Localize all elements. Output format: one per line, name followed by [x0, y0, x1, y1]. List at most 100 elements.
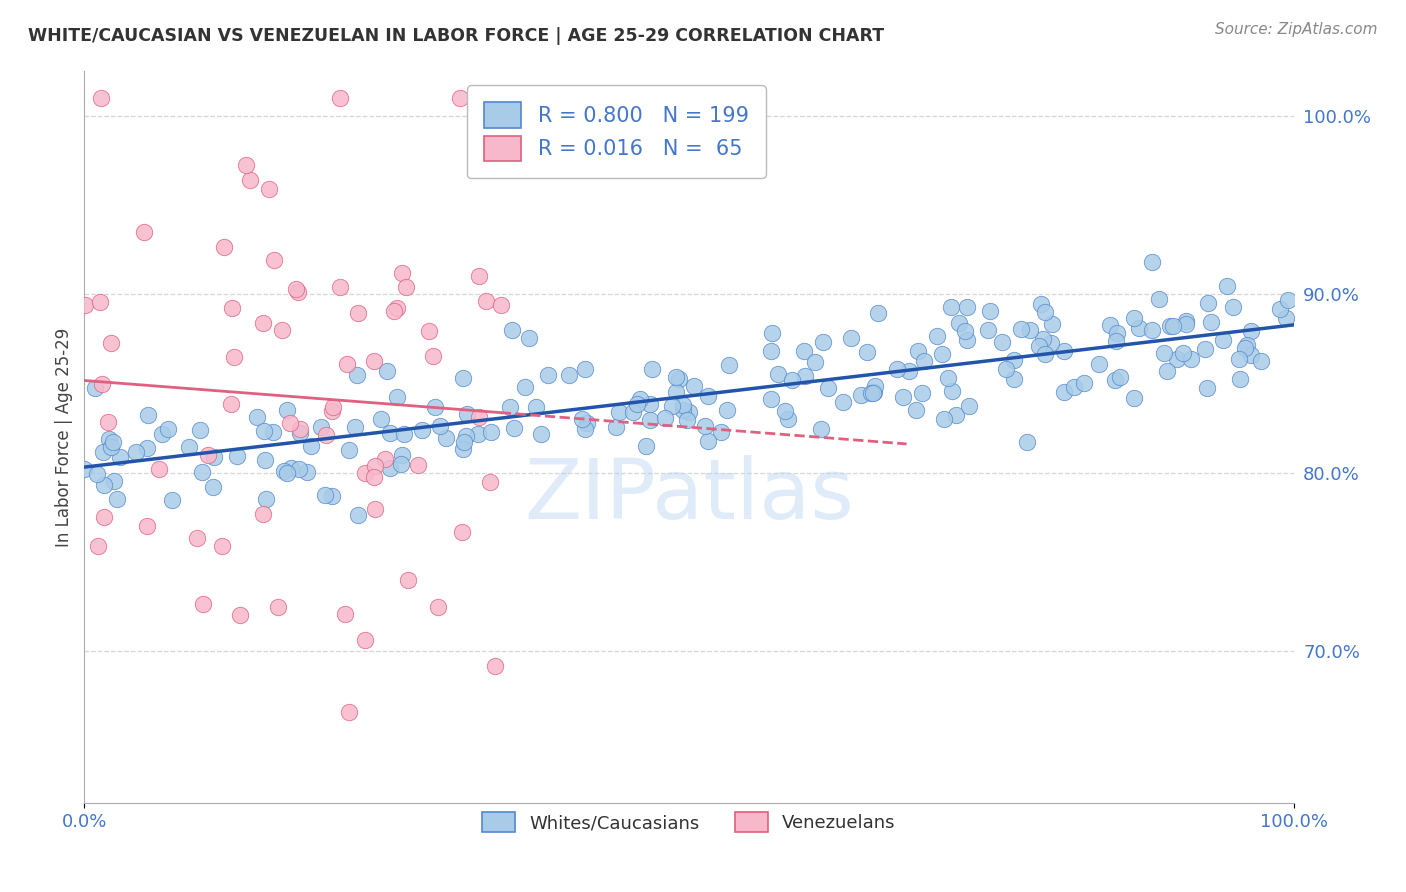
Point	[287, 285, 309, 299]
Point	[1159, 318, 1181, 333]
Point	[780, 373, 803, 387]
Point	[295, 465, 318, 479]
Point	[524, 400, 547, 414]
Point	[1033, 347, 1056, 361]
Point	[276, 466, 298, 480]
Point	[1122, 311, 1144, 326]
Point	[661, 399, 683, 413]
Point	[453, 435, 475, 450]
Point	[607, 405, 630, 419]
Point	[100, 440, 122, 454]
Point	[697, 434, 720, 449]
Point	[1033, 305, 1056, 319]
Point	[574, 361, 596, 376]
Point	[270, 323, 292, 337]
Point	[1015, 434, 1038, 449]
Point	[385, 390, 408, 404]
Point	[191, 465, 214, 479]
Point	[948, 316, 970, 330]
Point	[693, 418, 716, 433]
Point	[1107, 326, 1129, 340]
Point	[636, 439, 658, 453]
Point	[221, 397, 243, 411]
Point	[1104, 373, 1126, 387]
Point	[957, 399, 980, 413]
Point	[343, 419, 366, 434]
Point	[254, 453, 277, 467]
Point	[392, 427, 415, 442]
Point	[235, 158, 257, 172]
Point	[1197, 295, 1219, 310]
Point	[314, 488, 336, 502]
Point	[484, 658, 506, 673]
Point	[1099, 318, 1122, 333]
Point	[89, 295, 111, 310]
Point	[276, 403, 298, 417]
Point	[936, 371, 959, 385]
Point	[202, 480, 225, 494]
Point	[513, 380, 536, 394]
Point	[710, 425, 733, 439]
Point	[467, 426, 489, 441]
Point	[214, 240, 236, 254]
Point	[449, 91, 471, 105]
Point	[759, 392, 782, 407]
Point	[347, 306, 370, 320]
Point	[990, 334, 1012, 349]
Point	[246, 409, 269, 424]
Point	[257, 182, 280, 196]
Point	[517, 331, 540, 345]
Point	[672, 398, 695, 412]
Point	[110, 450, 132, 465]
Point	[1229, 371, 1251, 385]
Point	[225, 449, 247, 463]
Point	[105, 492, 128, 507]
Point	[1275, 310, 1298, 325]
Point	[429, 419, 451, 434]
Point	[98, 432, 121, 446]
Point	[1174, 318, 1197, 332]
Point	[322, 401, 344, 415]
Point	[474, 294, 496, 309]
Point	[1250, 354, 1272, 368]
Point	[374, 451, 396, 466]
Point	[136, 441, 159, 455]
Legend: Whites/Caucasians, Venezuelans: Whites/Caucasians, Venezuelans	[472, 804, 905, 841]
Point	[839, 331, 862, 345]
Point	[1222, 300, 1244, 314]
Point	[1212, 333, 1234, 347]
Point	[364, 502, 387, 516]
Point	[665, 370, 688, 384]
Point	[776, 411, 799, 425]
Point	[810, 422, 832, 436]
Point	[73, 298, 96, 312]
Point	[211, 539, 233, 553]
Point	[956, 300, 979, 314]
Point	[934, 411, 956, 425]
Point	[503, 421, 526, 435]
Point	[157, 422, 180, 436]
Point	[375, 364, 398, 378]
Point	[177, 440, 200, 454]
Point	[904, 403, 927, 417]
Point	[411, 423, 433, 437]
Point	[1173, 346, 1195, 360]
Point	[945, 409, 967, 423]
Point	[1153, 346, 1175, 360]
Point	[479, 425, 502, 439]
Point	[1216, 278, 1239, 293]
Point	[1052, 385, 1074, 400]
Text: WHITE/CAUCASIAN VS VENEZUELAN IN LABOR FORCE | AGE 25-29 CORRELATION CHART: WHITE/CAUCASIAN VS VENEZUELAN IN LABOR F…	[28, 27, 884, 45]
Point	[1040, 317, 1063, 331]
Point	[370, 412, 392, 426]
Point	[1032, 332, 1054, 346]
Point	[160, 493, 183, 508]
Point	[337, 705, 360, 719]
Point	[378, 425, 401, 440]
Point	[73, 461, 96, 475]
Point	[558, 368, 581, 383]
Point	[422, 349, 444, 363]
Point	[862, 386, 884, 401]
Point	[907, 344, 929, 359]
Point	[321, 489, 343, 503]
